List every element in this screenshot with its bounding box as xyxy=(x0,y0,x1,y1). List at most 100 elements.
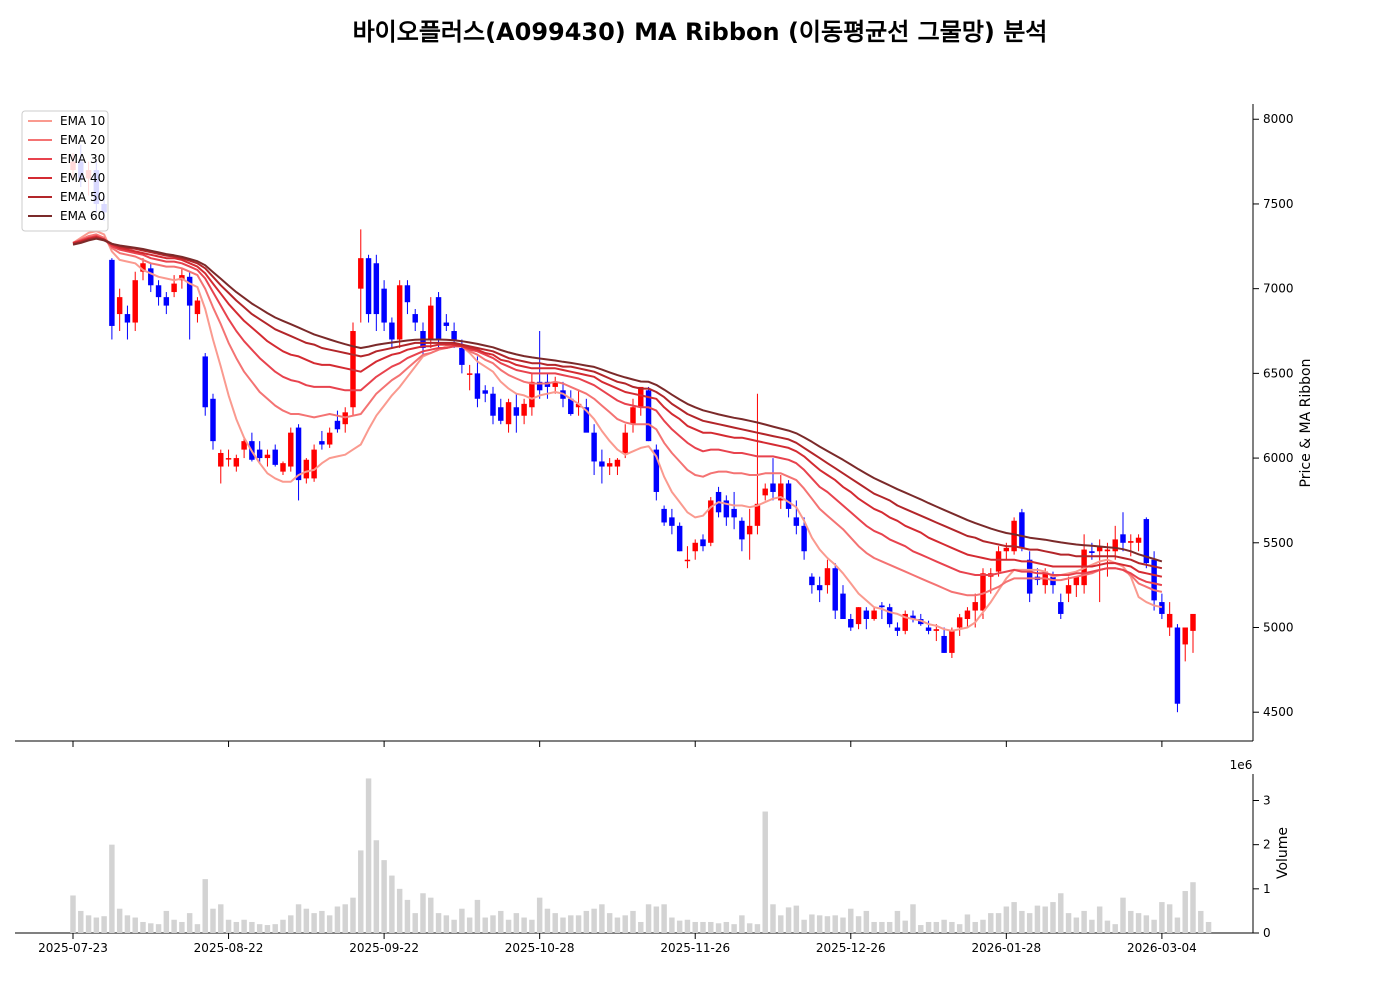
volume-bar xyxy=(334,906,341,933)
candle-body xyxy=(848,619,854,628)
candle-body xyxy=(451,331,457,340)
candle-body xyxy=(1089,551,1095,553)
volume-bar xyxy=(661,904,667,933)
volume-bar xyxy=(933,921,940,933)
candle-body xyxy=(396,285,403,340)
price-ytick-label: 5000 xyxy=(1263,620,1294,634)
volume-bar xyxy=(256,924,263,933)
volume-bar xyxy=(723,921,730,933)
candle-body xyxy=(684,559,691,562)
volume-bar xyxy=(894,910,901,933)
candle-body xyxy=(591,432,597,462)
volume-bar xyxy=(1104,920,1111,933)
candle-body xyxy=(863,610,870,620)
volume-bar xyxy=(972,921,978,933)
volume-bar xyxy=(381,860,387,933)
xtick-label: 2025-10-28 xyxy=(505,941,575,955)
candle-body xyxy=(676,525,683,552)
volume-bar xyxy=(762,811,768,933)
ema-line xyxy=(72,236,1163,578)
candle-body xyxy=(490,393,496,416)
candle-body xyxy=(762,488,768,496)
volume-bar xyxy=(568,915,574,933)
volume-bar xyxy=(171,919,177,933)
candle-body xyxy=(365,258,372,315)
volume-bar xyxy=(754,924,761,933)
volume-ytick-label: 3 xyxy=(1263,794,1271,808)
volume-bar xyxy=(739,915,745,933)
volume-bar xyxy=(1065,913,1072,933)
legend-label: EMA 20 xyxy=(60,133,105,147)
volume-bar xyxy=(311,913,317,933)
candle-body xyxy=(1166,613,1173,628)
candle-body xyxy=(109,259,115,326)
candle-body xyxy=(1011,520,1017,552)
legend-label: EMA 50 xyxy=(60,190,105,204)
volume-bar xyxy=(622,915,628,933)
volume-bar xyxy=(793,905,800,933)
volume-bar xyxy=(552,913,558,933)
volume-bar xyxy=(163,910,170,933)
volume-bar xyxy=(389,875,395,933)
volume-bar xyxy=(964,914,971,933)
volume-bar xyxy=(980,919,986,933)
candle-body xyxy=(933,629,940,631)
candle-body xyxy=(731,508,737,518)
candle-body xyxy=(311,449,317,479)
candle-body xyxy=(334,420,341,430)
candle-body xyxy=(381,288,387,323)
volume-bar xyxy=(684,919,691,933)
volume-bar xyxy=(871,921,877,933)
volume-bar xyxy=(746,923,753,933)
candle-body xyxy=(910,615,916,620)
volume-bar xyxy=(1096,906,1103,933)
volume-bar xyxy=(443,915,450,933)
volume-bar xyxy=(194,924,201,933)
volume-bar xyxy=(630,910,636,933)
candle-body xyxy=(746,525,753,535)
candle-body xyxy=(256,449,263,459)
price-ytick-label: 6500 xyxy=(1263,366,1294,380)
candle-body xyxy=(202,356,208,408)
volume-bar xyxy=(918,925,924,933)
volume-yticks: 0 1 2 3 xyxy=(1253,794,1271,940)
xtick-label: 2025-08-22 xyxy=(194,941,264,955)
candle-body xyxy=(1058,602,1064,614)
candle-body xyxy=(809,576,815,586)
volume-bar xyxy=(848,908,854,933)
volume-bar xyxy=(78,910,84,933)
volume-bar xyxy=(358,850,364,933)
volume-bars xyxy=(70,778,1212,933)
volume-bar xyxy=(1019,910,1025,933)
volume-bar xyxy=(785,907,792,933)
volume-bar xyxy=(770,904,776,933)
volume-bar xyxy=(529,919,535,933)
volume-bar xyxy=(404,899,411,933)
volume-bar xyxy=(832,915,838,933)
candle-body xyxy=(855,607,862,625)
volume-bar xyxy=(708,921,714,933)
candle-body xyxy=(513,407,520,416)
xtick-label: 2025-07-23 xyxy=(38,941,108,955)
candle-body xyxy=(459,347,465,365)
candle-body xyxy=(272,449,278,465)
candle-body xyxy=(925,627,932,631)
candle-body xyxy=(319,441,325,445)
volume-bar xyxy=(902,920,908,933)
volume-bar xyxy=(148,923,154,933)
candle-body xyxy=(638,386,644,408)
candle-body xyxy=(739,520,745,540)
volume-bar xyxy=(109,844,115,933)
volume-bar xyxy=(280,919,286,933)
volume-bar xyxy=(1003,906,1010,933)
legend: EMA 10 EMA 20 EMA 30 EMA 40 EMA 50 EMA 60 xyxy=(21,110,109,232)
price-ytick-label: 7500 xyxy=(1263,197,1294,211)
candle-body xyxy=(956,617,963,628)
volume-bar xyxy=(451,919,457,933)
volume-bar xyxy=(264,925,271,933)
candle-body xyxy=(606,463,613,467)
volume-bar xyxy=(132,917,138,933)
candle-body xyxy=(404,285,411,303)
volume-scale-label: 1e6 xyxy=(1230,758,1253,772)
volume-bar xyxy=(428,897,434,933)
